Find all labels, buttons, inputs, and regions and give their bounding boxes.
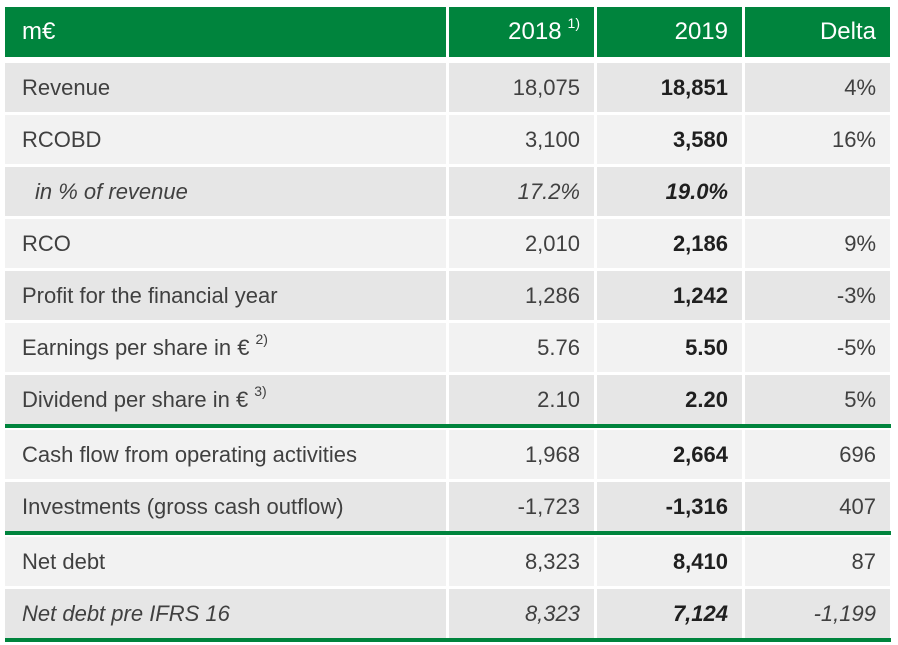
value-delta: 9% — [745, 219, 890, 268]
row-label: RCO — [5, 219, 446, 268]
value-2018: 8,323 — [449, 537, 594, 586]
table-row-investments: Investments (gross cash outflow) -1,723 … — [5, 482, 891, 535]
value-delta: 696 — [745, 430, 890, 479]
value-2018: 17.2% — [449, 167, 594, 216]
row-footnote: 3) — [254, 382, 267, 399]
value-2019: 5.50 — [597, 323, 742, 372]
table-header-row: m€ 2018 1) 2019 Delta — [5, 7, 891, 57]
value-2018: 2.10 — [449, 375, 594, 424]
row-label: Net debt pre IFRS 16 — [5, 589, 446, 638]
value-2019: 3,580 — [597, 115, 742, 164]
row-label-cell: Earnings per share in € 2) — [5, 323, 446, 372]
table-row-net-debt: Net debt 8,323 8,410 87 — [5, 537, 891, 586]
value-delta: 5% — [745, 375, 890, 424]
value-2018: 5.76 — [449, 323, 594, 372]
table-row-cashflow: Cash flow from operating activities 1,96… — [5, 430, 891, 479]
row-label: Net debt — [5, 537, 446, 586]
value-2018: 2,010 — [449, 219, 594, 268]
value-2019: 8,410 — [597, 537, 742, 586]
value-delta: -1,199 — [745, 589, 890, 638]
value-2018: 1,286 — [449, 271, 594, 320]
header-2018-label: 2018 — [508, 18, 562, 45]
value-2019: -1,316 — [597, 482, 742, 531]
header-2019: 2019 — [597, 7, 742, 57]
table-row-dps: Dividend per share in € 3) 2.10 2.20 5% — [5, 375, 891, 428]
table-row-profit: Profit for the financial year 1,286 1,24… — [5, 271, 891, 320]
row-label: Profit for the financial year — [5, 271, 446, 320]
row-label: in % of revenue — [5, 167, 446, 216]
value-2018: 8,323 — [449, 589, 594, 638]
row-label: Dividend per share in € — [22, 386, 249, 412]
value-2018: 3,100 — [449, 115, 594, 164]
value-delta: 16% — [745, 115, 890, 164]
table-row-net-debt-pre-ifrs16: Net debt pre IFRS 16 8,323 7,124 -1,199 — [5, 589, 891, 642]
header-2018: 2018 1) — [449, 7, 594, 57]
table-row-rcobd: RCOBD 3,100 3,580 16% — [5, 115, 891, 164]
value-2018: 1,968 — [449, 430, 594, 479]
row-footnote: 2) — [255, 330, 268, 347]
value-2019: 2,664 — [597, 430, 742, 479]
value-delta: 87 — [745, 537, 890, 586]
value-delta — [745, 167, 890, 216]
value-2019: 1,242 — [597, 271, 742, 320]
table-row-revenue: Revenue 18,075 18,851 4% — [5, 63, 891, 112]
header-2018-footnote: 1) — [567, 15, 580, 31]
row-label: Earnings per share in € — [22, 334, 250, 360]
value-delta: -5% — [745, 323, 890, 372]
value-delta: 407 — [745, 482, 890, 531]
value-delta: -3% — [745, 271, 890, 320]
value-2019: 2,186 — [597, 219, 742, 268]
value-delta: 4% — [745, 63, 890, 112]
header-unit-label: m€ — [5, 7, 446, 57]
row-label-cell: Dividend per share in € 3) — [5, 375, 446, 424]
value-2019: 18,851 — [597, 63, 742, 112]
value-2019: 19.0% — [597, 167, 742, 216]
value-2019: 2.20 — [597, 375, 742, 424]
row-label: Revenue — [5, 63, 446, 112]
row-label: RCOBD — [5, 115, 446, 164]
value-2018: -1,723 — [449, 482, 594, 531]
table-row-rco: RCO 2,010 2,186 9% — [5, 219, 891, 268]
header-delta: Delta — [745, 7, 890, 57]
value-2018: 18,075 — [449, 63, 594, 112]
row-label: Cash flow from operating activities — [5, 430, 446, 479]
table-row-margin: in % of revenue 17.2% 19.0% — [5, 167, 891, 216]
row-label: Investments (gross cash outflow) — [5, 482, 446, 531]
financial-table: m€ 2018 1) 2019 Delta Revenue 18,075 18,8… — [5, 7, 891, 642]
value-2019: 7,124 — [597, 589, 742, 638]
table-row-eps: Earnings per share in € 2) 5.76 5.50 -5% — [5, 323, 891, 372]
